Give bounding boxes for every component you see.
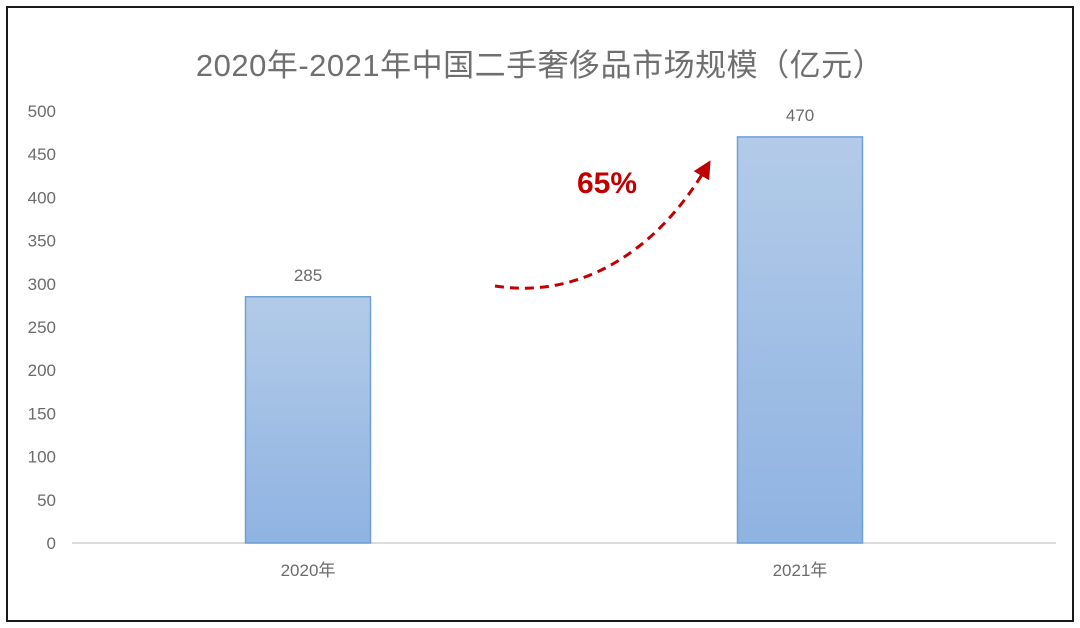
y-tick-label: 100	[28, 448, 56, 467]
bar-0	[244, 296, 372, 544]
data-label-0: 285	[294, 266, 322, 285]
y-tick-label: 500	[28, 102, 56, 121]
growth-label: 65%	[577, 167, 637, 200]
y-tick-label: 400	[28, 188, 56, 207]
y-axis-ticks: 0 50 100 150 200 250 300 350 400 450 500	[28, 102, 56, 553]
chart-title: 2020年-2021年中国二手奢侈品市场规模（亿元）	[195, 48, 885, 83]
growth-arrow	[494, 160, 711, 290]
y-tick-label: 250	[28, 318, 56, 337]
y-tick-label: 450	[28, 145, 56, 164]
y-tick-label: 150	[28, 404, 56, 423]
y-tick-label: 200	[28, 361, 56, 380]
y-tick-label: 300	[28, 275, 56, 294]
y-tick-label: 50	[37, 491, 56, 510]
bars	[244, 136, 864, 544]
category-labels: 2020年 2021年	[281, 561, 828, 580]
y-tick-label: 350	[28, 232, 56, 251]
y-tick-label: 0	[47, 534, 56, 553]
category-label-0: 2020年	[281, 561, 336, 580]
data-labels: 285 470	[294, 106, 814, 285]
data-label-1: 470	[786, 106, 814, 125]
category-label-1: 2021年	[773, 561, 828, 580]
bar-1	[736, 136, 864, 544]
chart-frame	[6, 6, 1074, 622]
